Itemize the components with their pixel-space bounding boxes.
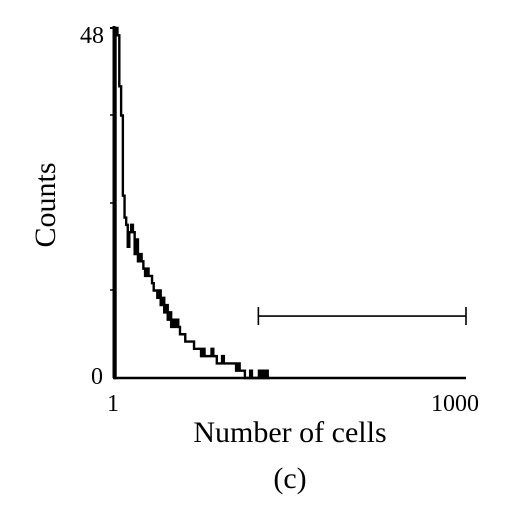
x-tick-label-1: 1 [107, 391, 119, 417]
x-tick-label-1000: 1000 [431, 391, 479, 417]
x-axis-label: Number of cells [193, 416, 386, 449]
histogram-series-line [114, 26, 270, 380]
y-tick-label-0: 0 [91, 364, 103, 390]
y-axis-label: Counts [29, 162, 62, 247]
plot-area [114, 26, 467, 380]
figure-caption: (c) [273, 462, 306, 495]
y-tick-label-48: 48 [80, 23, 104, 49]
y-axis-ticks [110, 27, 114, 291]
